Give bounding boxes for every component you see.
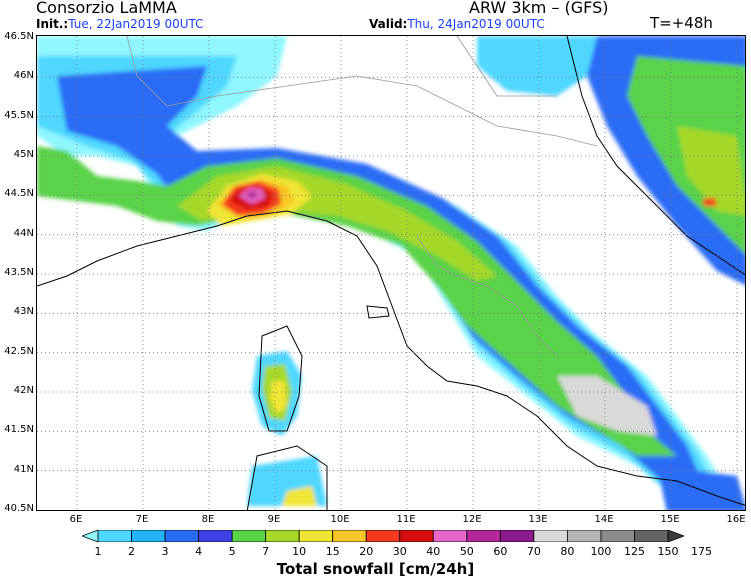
init-value: Tue, 22Jan2019 00UTC: [68, 17, 204, 31]
lon-label: 11E: [396, 514, 416, 525]
colorbar: [82, 530, 684, 542]
valid-time: Valid:Thu, 24Jan2019 00UTC: [369, 17, 545, 32]
lon-label: 7E: [135, 514, 149, 525]
valid-value: Thu, 24Jan2019 00UTC: [407, 17, 545, 31]
colorbar-segment: [567, 530, 602, 542]
colorbar-segment: [97, 530, 132, 542]
lat-label: 45N: [13, 149, 34, 160]
colorbar-level: 50: [459, 545, 474, 558]
lon-label: 10E: [330, 514, 350, 525]
lon-label: 15E: [660, 514, 680, 525]
colorbar-level: 3: [161, 545, 169, 558]
borders: [126, 36, 598, 357]
colorbar-level: 70: [526, 545, 541, 558]
colorbar-title: Total snowfall [cm/24h]: [276, 560, 475, 578]
colorbar-level: 60: [493, 545, 508, 558]
lat-label: 43N: [13, 306, 34, 318]
lat-label: 46N: [13, 70, 34, 82]
colorbar-segment: [164, 530, 199, 542]
colorbar-segment: [82, 530, 99, 542]
coastline: [37, 36, 745, 510]
colorbar-segment: [131, 530, 166, 542]
colorbar-level: 1: [94, 545, 102, 558]
lon-label: 9E: [267, 514, 281, 525]
colorbar-level: 175: [691, 545, 713, 558]
lat-label: 41N: [13, 463, 34, 475]
lat-label: 44.5N: [4, 188, 34, 200]
colorbar-segment: [365, 530, 401, 542]
colorbar-segment: [634, 530, 669, 542]
colorbar-segment: [600, 530, 635, 542]
colorbar-level: 15: [325, 545, 340, 558]
snowfall-field: [37, 36, 745, 510]
colorbar-level: 80: [560, 545, 575, 558]
lon-label: 14E: [594, 514, 614, 525]
lon-label: 16E: [726, 514, 746, 525]
colorbar-level: 20: [359, 545, 374, 558]
colorbar-segment: [499, 530, 535, 542]
model-label: ARW 3km – (GFS): [469, 0, 609, 17]
lon-label: 12E: [462, 514, 482, 525]
lat-label: 42.5N: [4, 345, 34, 357]
init-time: Init.:Tue, 22Jan2019 00UTC: [36, 17, 204, 32]
colorbar-level: 5: [228, 545, 236, 558]
lon-label: 8E: [201, 514, 215, 525]
colorbar-level: 150: [657, 545, 679, 558]
lat-label: 42N: [13, 385, 34, 396]
lon-label: 6E: [69, 514, 83, 525]
colorbar-level: 10: [292, 545, 307, 558]
lat-label: 43.5N: [4, 267, 34, 278]
valid-label: Valid:: [369, 17, 408, 31]
colorbar-segment: [265, 530, 300, 542]
colorbar-segment: [231, 530, 267, 542]
colorbar-level: 125: [623, 545, 645, 558]
colorbar-level: 100: [590, 545, 612, 558]
colorbar-segment: [466, 530, 501, 542]
lon-label: 13E: [528, 514, 548, 525]
chart-title: Consorzio LaMMA: [36, 0, 177, 17]
lat-label: 40.5N: [4, 503, 34, 514]
map-canvas: [37, 36, 745, 510]
colorbar-segment: [198, 530, 233, 542]
init-label: Init.:: [36, 17, 69, 31]
lead-time: T=+48h: [650, 14, 713, 32]
lat-label: 44N: [13, 227, 34, 239]
colorbar-segment: [399, 530, 434, 542]
lat-label: 45.5N: [4, 109, 34, 121]
colorbar-level: 2: [128, 545, 136, 558]
colorbar-level: 30: [392, 545, 407, 558]
colorbar-level: 40: [426, 545, 441, 558]
lat-label: 46.5N: [4, 31, 34, 42]
colorbar-segment: [667, 530, 684, 542]
colorbar-level: 7: [262, 545, 270, 558]
lat-lon-grid: [37, 36, 745, 510]
colorbar-segment: [533, 530, 568, 542]
colorbar-level: 4: [195, 545, 203, 558]
colorbar-segment: [298, 530, 334, 542]
colorbar-segment: [432, 530, 468, 542]
snowfall-map: [36, 35, 746, 511]
lat-label: 41.5N: [4, 424, 34, 436]
colorbar-segment: [332, 530, 367, 542]
